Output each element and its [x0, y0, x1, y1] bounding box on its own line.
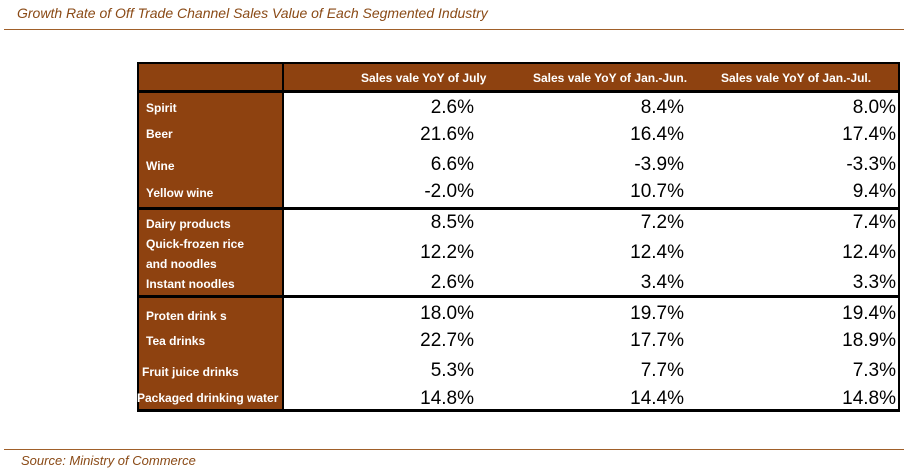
table-cell: 7.4% [852, 212, 896, 233]
header-row [137, 62, 900, 90]
table-cell: 12.4% [842, 242, 896, 263]
row-label: Fruit juice drinks [142, 365, 239, 379]
table-cell: -2.0% [424, 181, 474, 202]
table-cell: 5.3% [430, 360, 474, 381]
row-label: Tea drinks [146, 334, 206, 348]
table-cell: 8.0% [852, 97, 896, 118]
header-separator [137, 90, 900, 93]
row-label: Instant noodles [146, 277, 235, 291]
row-label-line: Quick-frozen rice [146, 237, 245, 251]
table-cell: -3.3% [846, 154, 896, 175]
table-cell: 17.4% [842, 124, 896, 145]
group-separator [137, 295, 900, 298]
row-label: Spirit [146, 101, 177, 115]
table-cell: 7.2% [640, 212, 684, 233]
column-header: Sales vale YoY of Jan.-Jun. [533, 71, 688, 85]
bottom-divider [4, 449, 904, 450]
label-column-separator [282, 62, 284, 412]
row-label: Packaged drinking water [137, 391, 279, 405]
table-cell: 3.4% [640, 272, 684, 293]
source-note: Source: Ministry of Commerce [21, 453, 196, 468]
table-border-top [137, 62, 900, 64]
table-cell: 18.0% [420, 303, 474, 324]
table-border-bottom [137, 409, 900, 412]
table-cell: 17.7% [630, 330, 684, 351]
table-cell: 19.4% [842, 303, 896, 324]
table-cell: -3.9% [634, 154, 684, 175]
table-cell: 21.6% [420, 124, 474, 145]
table-cell: 2.6% [430, 272, 474, 293]
table-cell: 14.8% [420, 388, 474, 409]
row-label: Wine [146, 159, 175, 173]
column-header: Sales vale YoY of Jan.-Jul. [721, 71, 872, 85]
row-label: Quick-frozen rice and noodles [146, 236, 244, 272]
row-label: Proten drink s [146, 309, 227, 323]
data-table: Sales vale YoY of July Sales vale YoY of… [137, 62, 900, 412]
table-cell: 10.7% [630, 181, 684, 202]
table-cell: 3.3% [852, 272, 896, 293]
top-divider [4, 29, 904, 30]
table-cell: 18.9% [842, 330, 896, 351]
table-cell: 6.6% [430, 154, 474, 175]
table-cell: 16.4% [630, 124, 684, 145]
table-cell: 12.2% [420, 242, 474, 263]
table-cell: 8.5% [430, 212, 474, 233]
table-cell: 22.7% [420, 330, 474, 351]
table-cell: 2.6% [430, 97, 474, 118]
table-border-right [898, 62, 900, 412]
column-header: Sales vale YoY of July [361, 71, 487, 85]
page-title: Growth Rate of Off Trade Channel Sales V… [17, 5, 488, 21]
table-cell: 12.4% [630, 242, 684, 263]
table-cell: 7.3% [852, 360, 896, 381]
table-cell: 8.4% [640, 97, 684, 118]
table-cell: 14.4% [630, 388, 684, 409]
row-label-line: and noodles [146, 257, 217, 271]
row-label: Dairy products [146, 217, 231, 231]
table-cell: 14.8% [842, 388, 896, 409]
table-cell: 7.7% [640, 360, 684, 381]
row-label: Beer [146, 127, 173, 141]
row-label-column [137, 62, 282, 412]
table-border-left [137, 62, 139, 412]
row-label: Yellow wine [146, 186, 214, 200]
group-separator [137, 207, 900, 210]
table-cell: 9.4% [852, 181, 896, 202]
table-cell: 19.7% [630, 303, 684, 324]
